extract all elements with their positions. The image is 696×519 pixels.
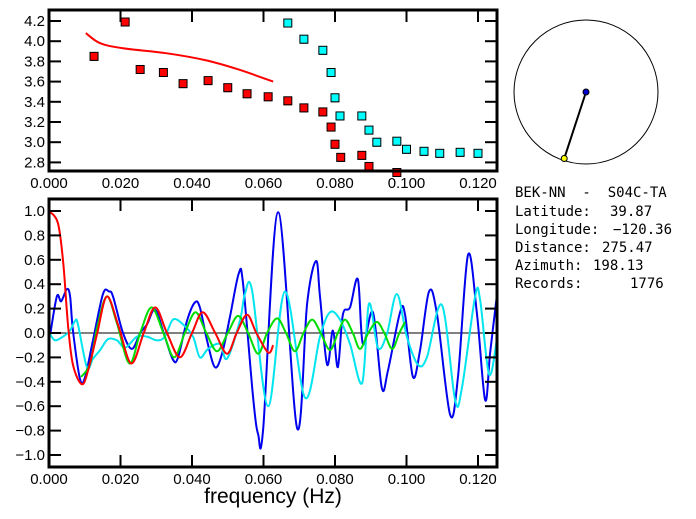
x-tick-label: 0.120: [459, 175, 497, 192]
records-label: Records:: [515, 276, 583, 292]
y-tick-label: 4.0: [24, 33, 45, 50]
model-correlation-red: [49, 210, 275, 386]
group-velocity-point: [158, 68, 168, 78]
observed-correlation-blue: [49, 211, 497, 450]
azimuth-label: Azimuth:: [515, 258, 583, 274]
y-tick-label: −0.6: [15, 398, 45, 415]
group-velocity-point: [318, 107, 328, 117]
y-tick-label: 4.2: [24, 13, 45, 30]
group-velocity-point: [330, 139, 340, 149]
group-velocity-point: [178, 79, 188, 89]
plot-frame: [47, 8, 499, 173]
latitude-value: 39.87: [610, 204, 653, 220]
phase-velocity-point: [402, 144, 411, 154]
group-velocity-point: [283, 96, 293, 106]
x-tick-label: 0.080: [316, 471, 354, 488]
y-tick-label: 3.6: [24, 74, 45, 91]
group-velocity-point: [89, 51, 99, 61]
phase-velocity-point: [299, 34, 309, 44]
y-tick-label: 3.2: [24, 114, 45, 131]
station-map: [513, 19, 659, 165]
phase-velocity-point: [326, 68, 336, 78]
distance-label: Distance:: [515, 240, 591, 256]
phase-velocity-point: [392, 136, 402, 146]
y-tick-label: 0.4: [24, 276, 45, 293]
group-velocity-point: [336, 152, 346, 162]
x-axis-label: frequency (Hz): [204, 485, 342, 508]
phase-velocity-point: [330, 93, 340, 103]
y-tick-label: 3.4: [24, 94, 45, 111]
phase-velocity-point: [419, 146, 429, 156]
group-velocity-point: [364, 161, 374, 171]
phase-velocity-point: [473, 148, 483, 158]
records-row: Records: 1776: [515, 275, 664, 293]
x-tick-label: 0.100: [388, 471, 426, 488]
station-a-marker: [582, 88, 590, 96]
map-circle: [513, 19, 659, 165]
longitude-row: Longitude: −120.36: [515, 221, 672, 239]
y-tick-label: −0.8: [15, 423, 45, 440]
great-circle-path: [563, 91, 587, 159]
longitude-label: Longitude:: [515, 222, 600, 238]
station-b-marker: [560, 155, 568, 163]
distance-row: Distance: 275.47: [515, 239, 653, 257]
x-tick-label: 0.020: [102, 471, 140, 488]
azimuth-row: Azimuth: 198.13: [515, 257, 644, 275]
group-velocity-point: [242, 89, 252, 99]
records-value: 1776: [630, 276, 664, 292]
y-tick-label: −0.4: [15, 374, 45, 391]
phase-velocity-point: [372, 137, 382, 147]
x-tick-label: 0.020: [102, 175, 140, 192]
phase-velocity-point: [318, 45, 328, 55]
phase-velocity-point: [364, 125, 374, 135]
longitude-value: −120.36: [613, 222, 673, 238]
group-velocity-point: [203, 76, 213, 86]
dispersion-curve: [85, 32, 274, 83]
x-tick-label: 0.040: [173, 175, 211, 192]
phase-velocity-point: [455, 147, 465, 157]
group-velocity-point: [263, 92, 273, 102]
plot-frame: [47, 197, 499, 469]
top-dispersion-plot: 0.000 0.020 0.040 0.060 0.080 0.100 0.120 4.2 4.…: [24, 8, 499, 192]
latitude-label: Latitude:: [515, 204, 591, 220]
x-tick-label: 0.040: [173, 471, 211, 488]
x-tick-label: 0.120: [459, 471, 497, 488]
x-tick-label: 0.100: [388, 175, 426, 192]
latitude-row: Latitude: 39.87: [515, 203, 652, 221]
x-tick-label: 0.060: [245, 175, 283, 192]
group-velocity-point: [120, 17, 130, 27]
phase-velocity-point: [435, 148, 445, 158]
distance-value: 275.47: [602, 240, 653, 256]
azimuth-value: 198.13: [593, 258, 644, 274]
station-pair-title: BEK-NN - S04C-TA: [515, 185, 667, 201]
y-tick-label: −1.0: [15, 447, 45, 464]
y-tick-label: 0.8: [24, 227, 45, 244]
group-velocity-point: [299, 103, 309, 113]
bottom-correlation-plot: 0.000 0.020 0.040 0.060 0.080 0.100 0.120 1.0 0.…: [15, 197, 499, 488]
y-tick-label: 2.8: [24, 154, 45, 171]
y-tick-label: −0.2: [15, 349, 45, 366]
y-tick-label: 1.0: [24, 203, 45, 220]
x-tick-label: 0.000: [30, 471, 68, 488]
group-velocity-point: [357, 150, 367, 160]
phase-velocity-point: [283, 18, 293, 28]
x-tick-label: 0.060: [245, 471, 283, 488]
phase-velocity-point: [357, 111, 367, 121]
group-velocity-point: [326, 122, 336, 132]
y-tick-label: 3.8: [24, 53, 45, 70]
y-tick-label: 0.0: [24, 325, 45, 342]
y-tick-label: 3.0: [24, 134, 45, 151]
group-velocity-point: [223, 83, 233, 93]
x-tick-label: 0.080: [316, 175, 354, 192]
observed-correlation-cyan: [49, 280, 497, 408]
x-tick-label: 0.000: [30, 175, 68, 192]
y-tick-label: 0.2: [24, 301, 45, 318]
y-tick-label: 0.6: [24, 252, 45, 269]
group-velocity-point: [135, 64, 145, 74]
phase-velocity-point: [335, 111, 345, 121]
